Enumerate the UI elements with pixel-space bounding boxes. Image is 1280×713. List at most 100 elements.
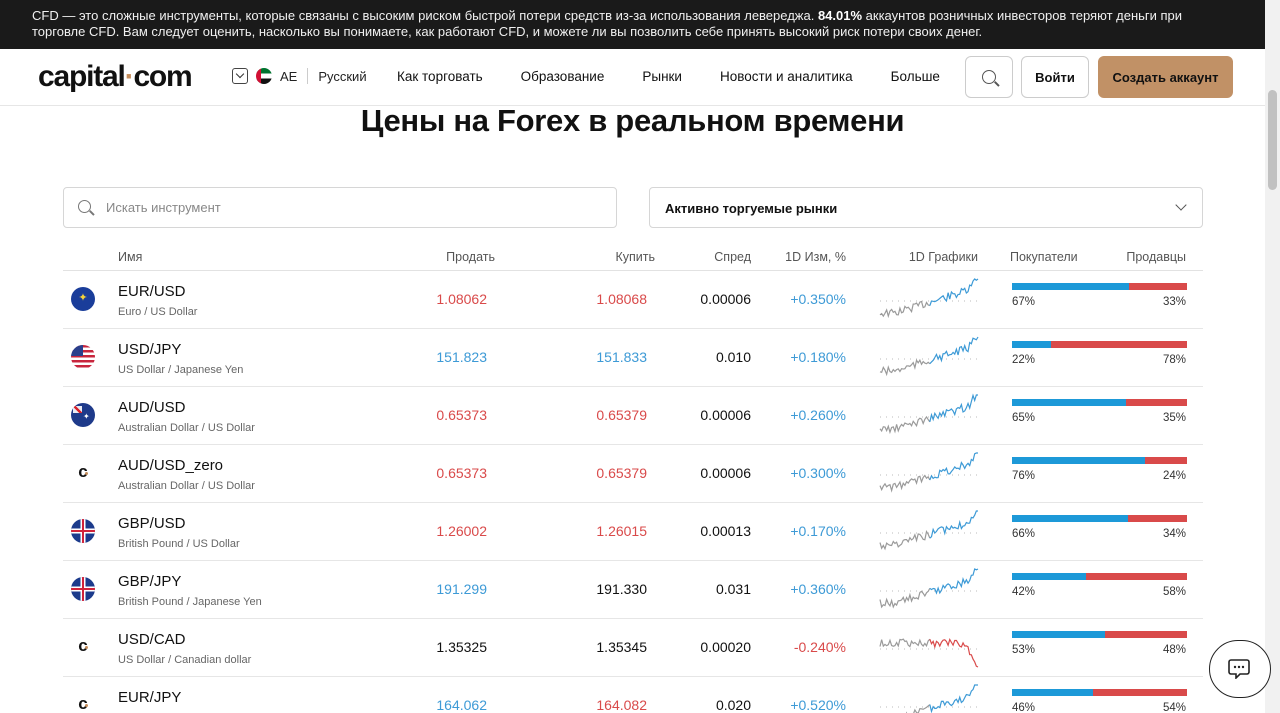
col-change[interactable]: 1D Изм, % xyxy=(785,250,846,264)
sentiment-bar xyxy=(1012,399,1187,406)
nav-news-analysis[interactable]: Новости и аналитика xyxy=(719,69,853,84)
scrollbar-thumb[interactable] xyxy=(1268,90,1277,190)
buyers-percent: 46% xyxy=(1012,702,1036,713)
spread-value: 0.00020 xyxy=(700,639,751,655)
sellers-percent: 24% xyxy=(1162,470,1186,482)
col-buy[interactable]: Купить xyxy=(615,250,655,264)
us-flag-icon xyxy=(71,345,95,369)
instrument-symbol[interactable]: AUD/USD_zero xyxy=(118,457,224,474)
instrument-symbol[interactable]: EUR/USD xyxy=(118,283,186,300)
sell-price[interactable]: 1.08062 xyxy=(436,291,487,307)
sellers-percent: 58% xyxy=(1162,586,1186,598)
market-filter-select[interactable]: Активно торгуемые рынки xyxy=(649,187,1203,228)
buy-price[interactable]: 1.35345 xyxy=(596,639,647,655)
table-row[interactable]: EUR/JPY 164.062 164.082 0.020 +0.520% 46% 54% xyxy=(63,677,1203,713)
spread-value: 0.031 xyxy=(715,581,751,597)
change-value: +0.260% xyxy=(790,407,846,423)
buyers-fill xyxy=(1012,283,1130,290)
gb-flag-icon xyxy=(71,577,95,601)
create-account-button[interactable]: Создать аккаунт xyxy=(1098,56,1233,98)
sell-price[interactable]: 191.299 xyxy=(436,581,487,597)
nav-education[interactable]: Образование xyxy=(520,69,605,84)
buy-price[interactable]: 0.65379 xyxy=(596,465,647,481)
buyers-fill xyxy=(1012,457,1145,464)
buyers-percent: 76% xyxy=(1012,470,1036,482)
cap-flag-icon xyxy=(71,693,95,713)
login-button[interactable]: Войти xyxy=(1021,56,1089,98)
divider xyxy=(307,68,309,84)
buyers-percent: 53% xyxy=(1012,644,1036,656)
col-sellers: Продавцы xyxy=(1126,250,1186,264)
sell-price[interactable]: 0.65373 xyxy=(436,407,487,423)
search-input[interactable] xyxy=(106,188,606,227)
table-row[interactable]: AUD/USD Australian Dollar / US Dollar 0.65… xyxy=(63,387,1203,445)
sell-price[interactable]: 164.062 xyxy=(436,697,487,713)
buyers-percent: 22% xyxy=(1012,354,1036,366)
buy-price[interactable]: 164.082 xyxy=(596,697,647,713)
instrument-symbol[interactable]: USD/JPY xyxy=(118,341,182,358)
buy-price[interactable]: 151.833 xyxy=(596,349,647,365)
table-row[interactable]: GBP/JPY British Pound / Japanese Yen 191.2… xyxy=(63,561,1203,619)
sentiment-bar xyxy=(1012,283,1187,290)
instrument-description: Euro / US Dollar xyxy=(118,306,198,318)
table-row[interactable]: EUR/USD Euro / US Dollar 1.08062 1.08068 0.0… xyxy=(63,271,1203,329)
buy-price[interactable]: 1.26015 xyxy=(596,523,647,539)
instrument-search[interactable] xyxy=(63,187,617,228)
sentiment-bar xyxy=(1012,341,1187,348)
change-value: -0.240% xyxy=(793,639,846,655)
sentiment-bar xyxy=(1012,631,1187,638)
nav-markets[interactable]: Рынки xyxy=(642,69,682,84)
sell-price[interactable]: 1.35325 xyxy=(436,639,487,655)
chat-icon xyxy=(1228,659,1250,679)
nav-how-to-trade[interactable]: Как торговать xyxy=(397,69,483,84)
buy-price[interactable]: 191.330 xyxy=(596,581,647,597)
instrument-table: EUR/USD Euro / US Dollar 1.08062 1.08068 0.0… xyxy=(63,271,1203,713)
col-name[interactable]: Имя xyxy=(118,250,143,264)
buyers-fill xyxy=(1012,573,1086,580)
market-filter-value: Активно торгуемые рынки xyxy=(665,201,838,216)
capital-logo[interactable]: capital·com xyxy=(38,60,193,94)
instrument-symbol[interactable]: GBP/USD xyxy=(118,515,186,532)
sparkline-chart xyxy=(879,278,979,319)
sentiment-bar xyxy=(1012,689,1187,696)
sell-price[interactable]: 0.65373 xyxy=(436,465,487,481)
sell-price[interactable]: 151.823 xyxy=(436,349,487,365)
instrument-symbol[interactable]: EUR/JPY xyxy=(118,689,182,706)
buyers-fill xyxy=(1012,341,1051,348)
spread-value: 0.00006 xyxy=(700,407,751,423)
change-value: +0.300% xyxy=(790,465,846,481)
au-flag-icon xyxy=(71,403,95,427)
instrument-symbol[interactable]: USD/CAD xyxy=(118,631,186,648)
nav-more[interactable]: Больше xyxy=(890,69,940,84)
page-scrollbar[interactable] xyxy=(1265,0,1280,713)
logo-left: capital xyxy=(38,60,126,93)
sell-price[interactable]: 1.26002 xyxy=(436,523,487,539)
col-chart: 1D Графики xyxy=(908,250,978,264)
table-row[interactable]: AUD/USD_zero Australian Dollar / US Dolla… xyxy=(63,445,1203,503)
instrument-description: US Dollar / Canadian dollar xyxy=(118,654,252,666)
banner-text-after: аккаунтов розничных инвесторов теряют де… xyxy=(32,8,1183,39)
uae-flag-icon xyxy=(256,68,272,84)
buy-price[interactable]: 1.08068 xyxy=(596,291,647,307)
table-row[interactable]: GBP/USD British Pound / US Dollar 1.26002 1… xyxy=(63,503,1203,561)
language-label[interactable]: Русский xyxy=(318,68,367,84)
buyers-percent: 67% xyxy=(1012,296,1036,308)
sparkline-chart xyxy=(879,452,978,493)
chat-button[interactable] xyxy=(1209,640,1271,698)
buyers-fill xyxy=(1012,689,1093,696)
buyers-fill xyxy=(1012,399,1126,406)
search-icon xyxy=(78,200,91,213)
col-spread[interactable]: Спред xyxy=(714,250,751,264)
buy-price[interactable]: 0.65379 xyxy=(596,407,647,423)
sellers-percent: 54% xyxy=(1162,702,1186,713)
table-row[interactable]: USD/JPY US Dollar / Japanese Yen 151.823 15… xyxy=(63,329,1203,387)
instrument-description: US Dollar / Japanese Yen xyxy=(118,364,244,376)
instrument-symbol[interactable]: GBP/JPY xyxy=(118,573,182,590)
instrument-symbol[interactable]: AUD/USD xyxy=(118,399,186,416)
col-sell[interactable]: Продать xyxy=(446,250,495,264)
table-row[interactable]: USD/CAD US Dollar / Canadian dollar 1.3532… xyxy=(63,619,1203,677)
buyers-percent: 65% xyxy=(1012,412,1036,424)
header-search-button[interactable] xyxy=(965,56,1013,98)
sparkline-chart xyxy=(879,393,978,435)
region-selector[interactable]: AE Русский xyxy=(232,68,367,84)
